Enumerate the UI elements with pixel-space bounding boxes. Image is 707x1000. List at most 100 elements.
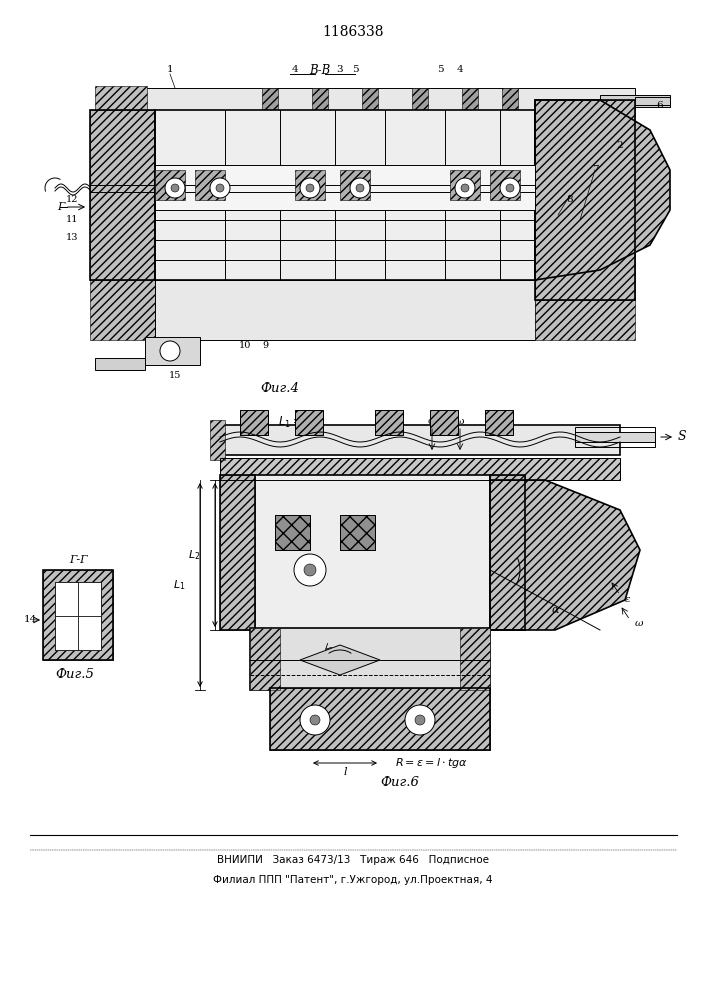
Bar [275, 515, 310, 550]
Text: $L_2$: $L_2$ [187, 548, 200, 562]
Bar [90, 110, 155, 280]
Bar [250, 628, 490, 690]
Bar [55, 616, 78, 650]
Text: 10: 10 [239, 340, 251, 350]
Bar [220, 475, 255, 630]
Text: S: S [678, 430, 686, 444]
Bar [600, 95, 670, 107]
Bar [485, 410, 513, 435]
Circle shape [294, 554, 326, 586]
Bar [90, 280, 155, 340]
Bar [312, 88, 328, 110]
Text: 12: 12 [66, 196, 78, 205]
Bar [145, 337, 200, 365]
Bar [95, 86, 147, 112]
Circle shape [405, 705, 435, 735]
Bar [145, 88, 635, 110]
Text: 7: 7 [592, 165, 598, 174]
Circle shape [461, 184, 469, 192]
Bar [250, 475, 490, 630]
Text: 1186338: 1186338 [322, 25, 384, 39]
Bar [155, 170, 185, 200]
Circle shape [300, 178, 320, 198]
Text: Г: Г [58, 202, 65, 212]
Text: 4: 4 [292, 66, 298, 75]
Text: 9: 9 [262, 340, 268, 350]
Circle shape [455, 178, 475, 198]
Text: $L_1=L_2$: $L_1=L_2$ [278, 414, 317, 430]
Polygon shape [300, 645, 380, 675]
Circle shape [306, 184, 314, 192]
Bar [95, 358, 145, 370]
Bar [535, 100, 635, 300]
Bar [535, 300, 635, 340]
Bar [240, 410, 268, 435]
Bar [340, 515, 375, 550]
Bar [575, 432, 655, 442]
Bar [502, 88, 518, 110]
Text: 4: 4 [457, 66, 463, 75]
Text: 14: 14 [23, 615, 37, 624]
Text: ω: ω [456, 418, 464, 426]
Text: 2: 2 [617, 140, 624, 149]
Bar [220, 425, 620, 455]
Bar [55, 70, 675, 380]
Bar [535, 100, 635, 300]
Bar [262, 88, 278, 110]
Text: Фиг.5: Фиг.5 [56, 668, 95, 682]
Text: 15: 15 [169, 370, 181, 379]
Bar [490, 170, 520, 200]
Bar [55, 582, 101, 650]
Text: ω: ω [635, 619, 643, 629]
Bar [43, 570, 113, 660]
Circle shape [304, 564, 316, 576]
Bar [155, 280, 535, 340]
Bar [485, 410, 513, 435]
Circle shape [300, 705, 330, 735]
Bar [220, 458, 620, 480]
Bar [250, 628, 280, 690]
Text: 5: 5 [437, 66, 443, 75]
Bar [490, 475, 525, 630]
Bar [450, 170, 480, 200]
Bar [362, 88, 378, 110]
Bar [270, 688, 490, 750]
Text: l: l [344, 767, 346, 777]
Text: В-В: В-В [310, 64, 331, 77]
Circle shape [500, 178, 520, 198]
Polygon shape [535, 100, 670, 280]
Text: Филиал ППП "Патент", г.Ужгород, ул.Проектная, 4: Филиал ППП "Патент", г.Ужгород, ул.Проек… [214, 875, 493, 885]
Text: ε: ε [625, 595, 631, 604]
Bar [240, 410, 268, 435]
Circle shape [160, 341, 180, 361]
Bar [155, 165, 535, 210]
Bar [295, 410, 323, 435]
Text: $R=\varepsilon=l\cdot tg\alpha$: $R=\varepsilon=l\cdot tg\alpha$ [395, 756, 467, 770]
Bar [220, 475, 255, 630]
Bar [55, 582, 78, 616]
Bar [275, 515, 310, 550]
Bar [375, 410, 403, 435]
Bar [412, 88, 428, 110]
Circle shape [506, 184, 514, 192]
Text: Фиг.6: Фиг.6 [380, 776, 419, 788]
Circle shape [310, 715, 320, 725]
Text: 1: 1 [167, 66, 173, 75]
Bar [575, 427, 655, 447]
Bar [90, 110, 155, 280]
Circle shape [350, 178, 370, 198]
Text: 5: 5 [351, 66, 358, 75]
Text: Фиг.4: Фиг.4 [261, 381, 300, 394]
Bar [43, 570, 113, 660]
Bar [270, 688, 490, 750]
Text: 13: 13 [66, 233, 78, 242]
Text: ВНИИПИ   Заказ 6473/13   Тираж 646   Подписное: ВНИИПИ Заказ 6473/13 Тираж 646 Подписное [217, 855, 489, 865]
Circle shape [415, 715, 425, 725]
Circle shape [216, 184, 224, 192]
Bar [78, 582, 101, 616]
Bar [195, 170, 225, 200]
Bar [295, 410, 323, 435]
Bar [78, 616, 101, 650]
Bar [210, 420, 225, 460]
Text: 11: 11 [66, 216, 78, 225]
